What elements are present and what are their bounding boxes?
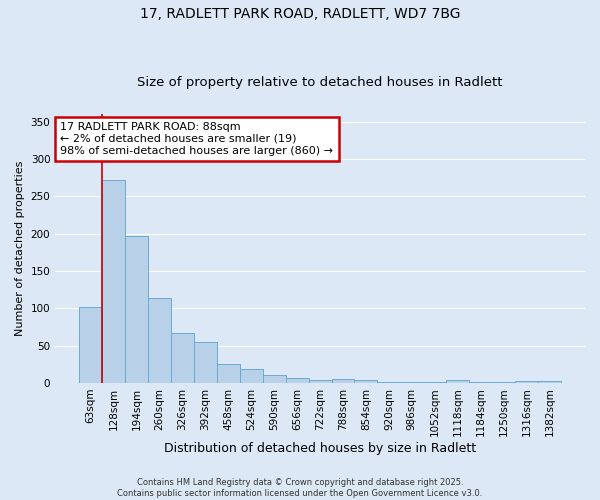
Y-axis label: Number of detached properties: Number of detached properties xyxy=(15,161,25,336)
Bar xyxy=(446,380,469,383)
Bar xyxy=(423,382,446,383)
Bar xyxy=(263,376,286,383)
X-axis label: Distribution of detached houses by size in Radlett: Distribution of detached houses by size … xyxy=(164,442,476,455)
Bar xyxy=(308,380,332,383)
Bar xyxy=(194,342,217,383)
Bar xyxy=(377,382,400,383)
Bar xyxy=(217,364,240,383)
Bar xyxy=(400,382,423,383)
Bar xyxy=(240,370,263,383)
Bar xyxy=(469,382,492,383)
Bar xyxy=(355,380,377,383)
Bar xyxy=(332,379,355,383)
Bar xyxy=(79,306,102,383)
Bar xyxy=(538,380,561,383)
Bar xyxy=(125,236,148,383)
Title: Size of property relative to detached houses in Radlett: Size of property relative to detached ho… xyxy=(137,76,503,90)
Bar xyxy=(492,382,515,383)
Bar xyxy=(286,378,308,383)
Text: 17 RADLETT PARK ROAD: 88sqm
← 2% of detached houses are smaller (19)
98% of semi: 17 RADLETT PARK ROAD: 88sqm ← 2% of deta… xyxy=(61,122,334,156)
Bar xyxy=(102,180,125,383)
Text: 17, RADLETT PARK ROAD, RADLETT, WD7 7BG: 17, RADLETT PARK ROAD, RADLETT, WD7 7BG xyxy=(140,8,460,22)
Text: Contains HM Land Registry data © Crown copyright and database right 2025.
Contai: Contains HM Land Registry data © Crown c… xyxy=(118,478,482,498)
Bar xyxy=(171,333,194,383)
Bar xyxy=(515,380,538,383)
Bar xyxy=(148,298,171,383)
